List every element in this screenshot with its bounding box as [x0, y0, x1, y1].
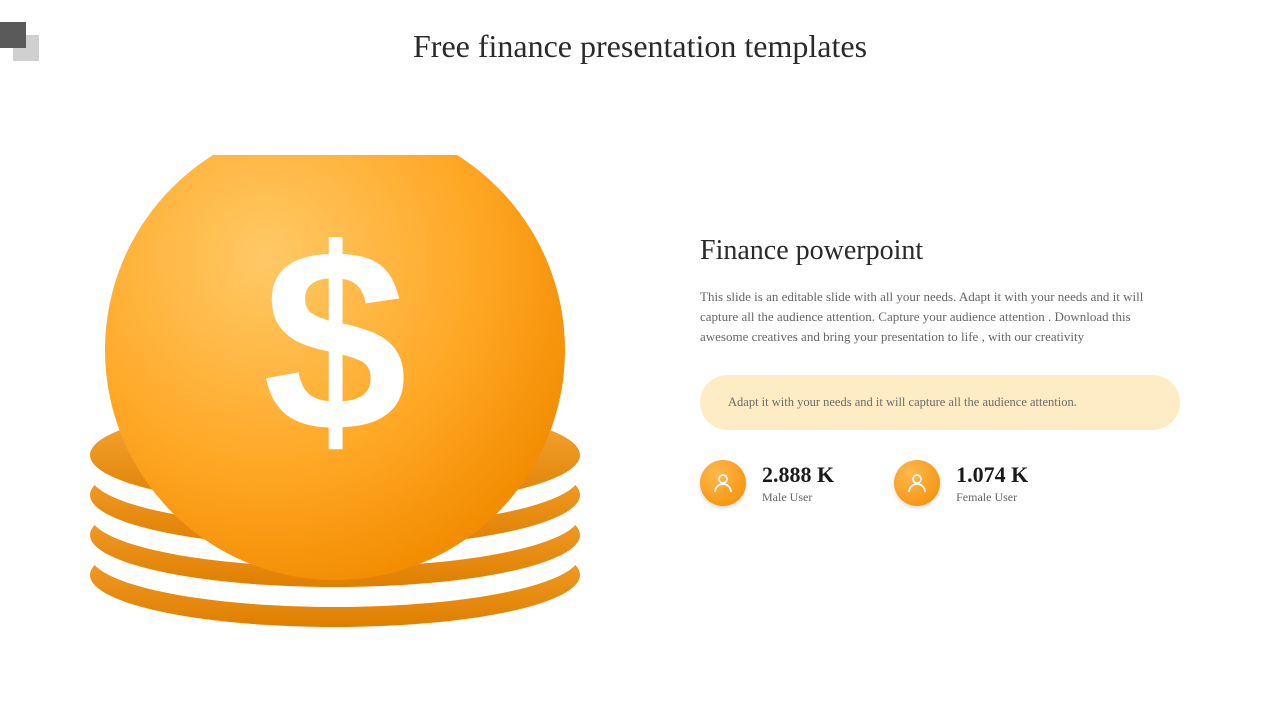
- user-icon: [894, 460, 940, 506]
- page-title: Free finance presentation templates: [0, 28, 1280, 65]
- coin-stack-graphic: $: [70, 155, 600, 635]
- stat-value: 2.888 K: [762, 462, 834, 488]
- callout-box: Adapt it with your needs and it will cap…: [700, 375, 1180, 430]
- stat-value: 1.074 K: [956, 462, 1028, 488]
- section-body-text: This slide is an editable slide with all…: [700, 287, 1170, 347]
- stat-label: Male User: [762, 490, 834, 505]
- svg-text:$: $: [263, 196, 408, 486]
- stat-male-user: 2.888 K Male User: [700, 460, 834, 506]
- stat-label: Female User: [956, 490, 1028, 505]
- content-section: Finance powerpoint This slide is an edit…: [700, 235, 1190, 506]
- stat-female-user: 1.074 K Female User: [894, 460, 1028, 506]
- stats-row: 2.888 K Male User 1.074 K Female User: [700, 460, 1190, 506]
- user-icon: [700, 460, 746, 506]
- section-heading: Finance powerpoint: [700, 235, 1190, 267]
